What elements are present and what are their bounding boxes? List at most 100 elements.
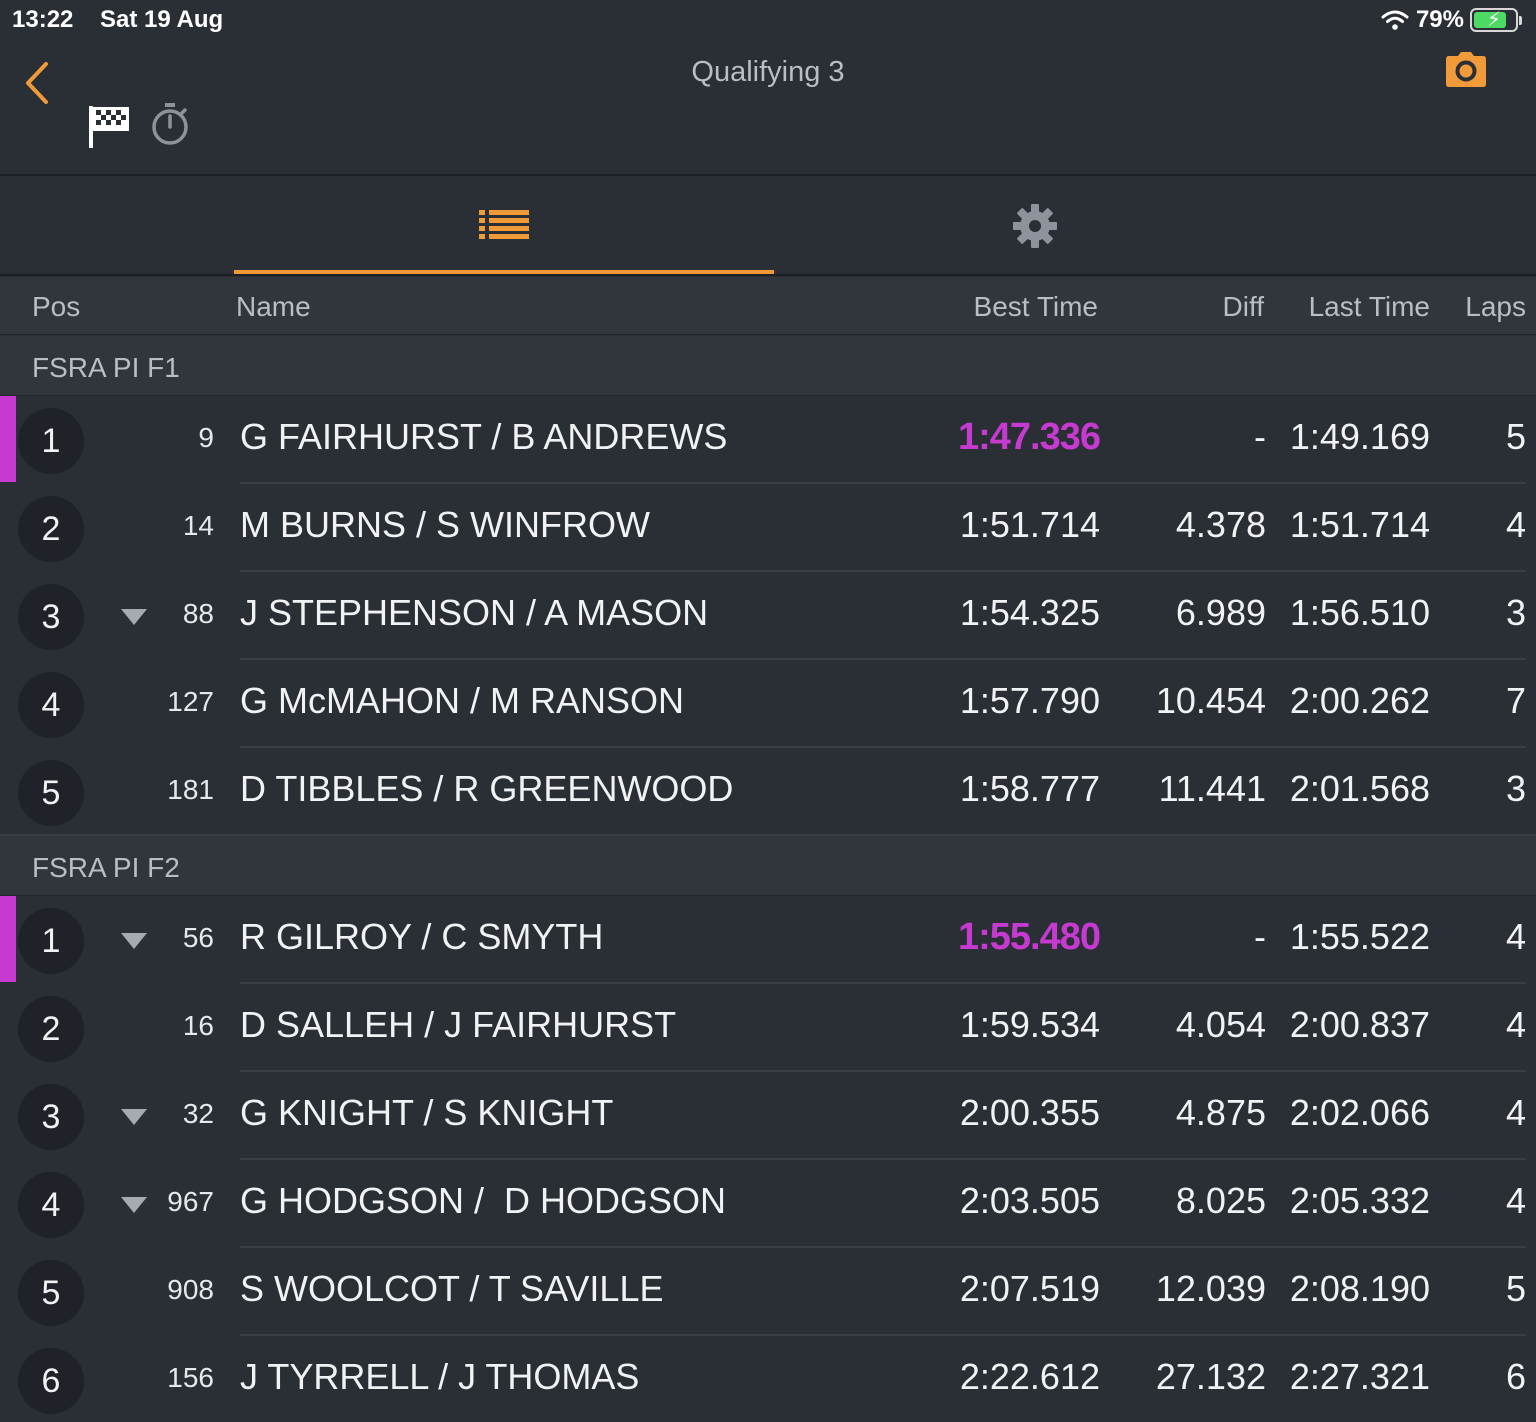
table-row[interactable]: 3 88 J STEPHENSON / A MASON 1:54.325 6.989 1:… [0, 572, 1536, 660]
battery-icon: ⚡ [1470, 8, 1518, 32]
diff-time: 27.132 [1155, 1356, 1266, 1397]
camera-icon [1446, 52, 1486, 87]
stopwatch-icon[interactable] [148, 100, 192, 148]
car-number: 908 [167, 1274, 214, 1305]
diff-time: 12.039 [1155, 1268, 1266, 1309]
table-row[interactable]: 1 9 G FAIRHURST / B ANDREWS 1:47.336 -1:49.1… [0, 396, 1536, 484]
car-number: 9 [198, 422, 214, 453]
lap-count: 4 [1505, 916, 1526, 957]
diff-time: 8.025 [1175, 1180, 1266, 1221]
best-time: 2:00.355 [959, 1092, 1100, 1133]
lap-count: 7 [1505, 680, 1526, 721]
column-best-time[interactable]: Best Time [973, 291, 1098, 322]
column-name[interactable]: Name [236, 291, 311, 322]
driver-names: M BURNS / S WINFROW [240, 504, 650, 545]
lap-count: 5 [1505, 1268, 1526, 1309]
table-row[interactable]: 4 127 G McMAHON / M RANSON 1:57.790 10.454 2:… [0, 660, 1536, 748]
last-time: 1:51.714 [1289, 504, 1430, 545]
last-time: 2:05.332 [1289, 1180, 1430, 1221]
car-number: 56 [182, 922, 214, 953]
row-divider [240, 570, 1526, 572]
table-row[interactable]: 5 181 D TIBBLES / R GREENWOOD 1:58.777 11.44… [0, 748, 1536, 836]
fastest-indicator [0, 896, 16, 982]
diff-time: 4.054 [1175, 1004, 1266, 1045]
lap-count: 3 [1505, 768, 1526, 809]
last-time: 1:56.510 [1289, 592, 1430, 633]
column-diff[interactable]: Diff [1222, 291, 1265, 322]
last-time: 2:00.262 [1289, 680, 1430, 721]
table-row[interactable]: 4 967 G HODGSON / D HODGSON 2:03.505 8.025 2:… [0, 1160, 1536, 1248]
row-divider [240, 1158, 1526, 1160]
table-row[interactable]: 1 56 R GILROY / C SMYTH 1:55.480 -1:55.522 4 [0, 896, 1536, 984]
last-time: 2:00.837 [1289, 1004, 1430, 1045]
best-time: 1:54.325 [959, 592, 1100, 633]
tab-settings[interactable] [774, 178, 1296, 274]
back-button[interactable] [18, 58, 58, 108]
car-number: 88 [182, 598, 214, 629]
position-badge: 3 [18, 1084, 84, 1150]
position-badge: 2 [18, 496, 84, 562]
position-badge: 5 [18, 1260, 84, 1326]
triangle-down-icon [118, 1194, 150, 1216]
group-header: FSRA PI F1 [0, 336, 1536, 396]
camera-button[interactable] [1444, 50, 1488, 90]
driver-names: G McMAHON / M RANSON [240, 680, 685, 721]
tab-results-list[interactable] [234, 178, 774, 274]
lap-count: 4 [1505, 1004, 1526, 1045]
driver-names: R GILROY / C SMYTH [240, 916, 604, 957]
diff-time: - [1254, 916, 1266, 957]
car-number: 156 [167, 1362, 214, 1393]
last-time: 1:55.522 [1289, 916, 1430, 957]
position-badge: 2 [18, 996, 84, 1062]
table-row[interactable]: 6 156 J TYRRELL / J THOMAS 2:22.612 27.132 2:… [0, 1336, 1536, 1422]
position-badge: 3 [18, 584, 84, 650]
column-laps[interactable]: Laps [1465, 291, 1526, 322]
position-badge: 5 [18, 760, 84, 826]
row-divider [240, 1070, 1526, 1072]
diff-time: 11.441 [1158, 768, 1266, 809]
group-header: FSRA PI F2 [0, 836, 1536, 896]
driver-names: G KNIGHT / S KNIGHT [240, 1092, 614, 1133]
best-time: 1:59.534 [959, 1004, 1100, 1045]
car-number: 14 [182, 510, 214, 541]
best-time: 2:07.519 [959, 1268, 1100, 1309]
group-name: FSRA PI F1 [32, 352, 180, 383]
status-time: 13:22 [12, 6, 74, 33]
table-row[interactable]: 3 32 G KNIGHT / S KNIGHT 2:00.355 4.875 2:02.… [0, 1072, 1536, 1160]
status-bar: 13:22 Sat 19 Aug 79% ⚡ [0, 0, 1536, 40]
chevron-left-icon [26, 62, 48, 104]
table-header: Pos Name Best Time Diff Last Time Laps [0, 277, 1536, 335]
car-number: 32 [182, 1098, 214, 1129]
status-date: Sat 19 Aug [100, 6, 224, 33]
table-row[interactable]: 5 908 S WOOLCOT / T SAVILLE 2:07.519 12.039 2… [0, 1248, 1536, 1336]
row-divider [240, 482, 1526, 484]
driver-names: S WOOLCOT / T SAVILLE [240, 1268, 664, 1309]
position-badge: 6 [18, 1348, 84, 1414]
row-divider [240, 746, 1526, 748]
checkered-flag-icon[interactable] [86, 102, 132, 150]
row-divider [240, 1246, 1526, 1248]
lap-count: 3 [1505, 592, 1526, 633]
diff-time: 4.378 [1175, 504, 1266, 545]
best-time: 1:55.480 [957, 916, 1101, 958]
best-time: 2:22.612 [959, 1356, 1100, 1397]
wifi-icon [1381, 10, 1409, 30]
table-row[interactable]: 2 14 M BURNS / S WINFROW 1:51.714 4.378 1:51.… [0, 484, 1536, 572]
diff-time: 4.875 [1175, 1092, 1266, 1133]
battery-percent: 79% [1415, 6, 1464, 33]
gear-icon [1013, 204, 1057, 248]
diff-time: - [1254, 416, 1266, 457]
diff-time: 6.989 [1175, 592, 1266, 633]
column-last-time[interactable]: Last Time [1308, 291, 1430, 322]
lap-count: 6 [1505, 1356, 1526, 1397]
position-badge: 1 [18, 408, 84, 474]
row-divider [240, 658, 1526, 660]
triangle-down-icon [118, 1106, 150, 1128]
driver-names: D TIBBLES / R GREENWOOD [240, 768, 734, 809]
table-row[interactable]: 2 16 D SALLEH / J FAIRHURST 1:59.534 4.054 2:… [0, 984, 1536, 1072]
car-number: 127 [167, 686, 214, 717]
nav-header: Qualifying 3 [0, 40, 1536, 176]
best-time: 2:03.505 [959, 1180, 1100, 1221]
position-badge: 4 [18, 672, 84, 738]
column-pos[interactable]: Pos [32, 291, 81, 322]
